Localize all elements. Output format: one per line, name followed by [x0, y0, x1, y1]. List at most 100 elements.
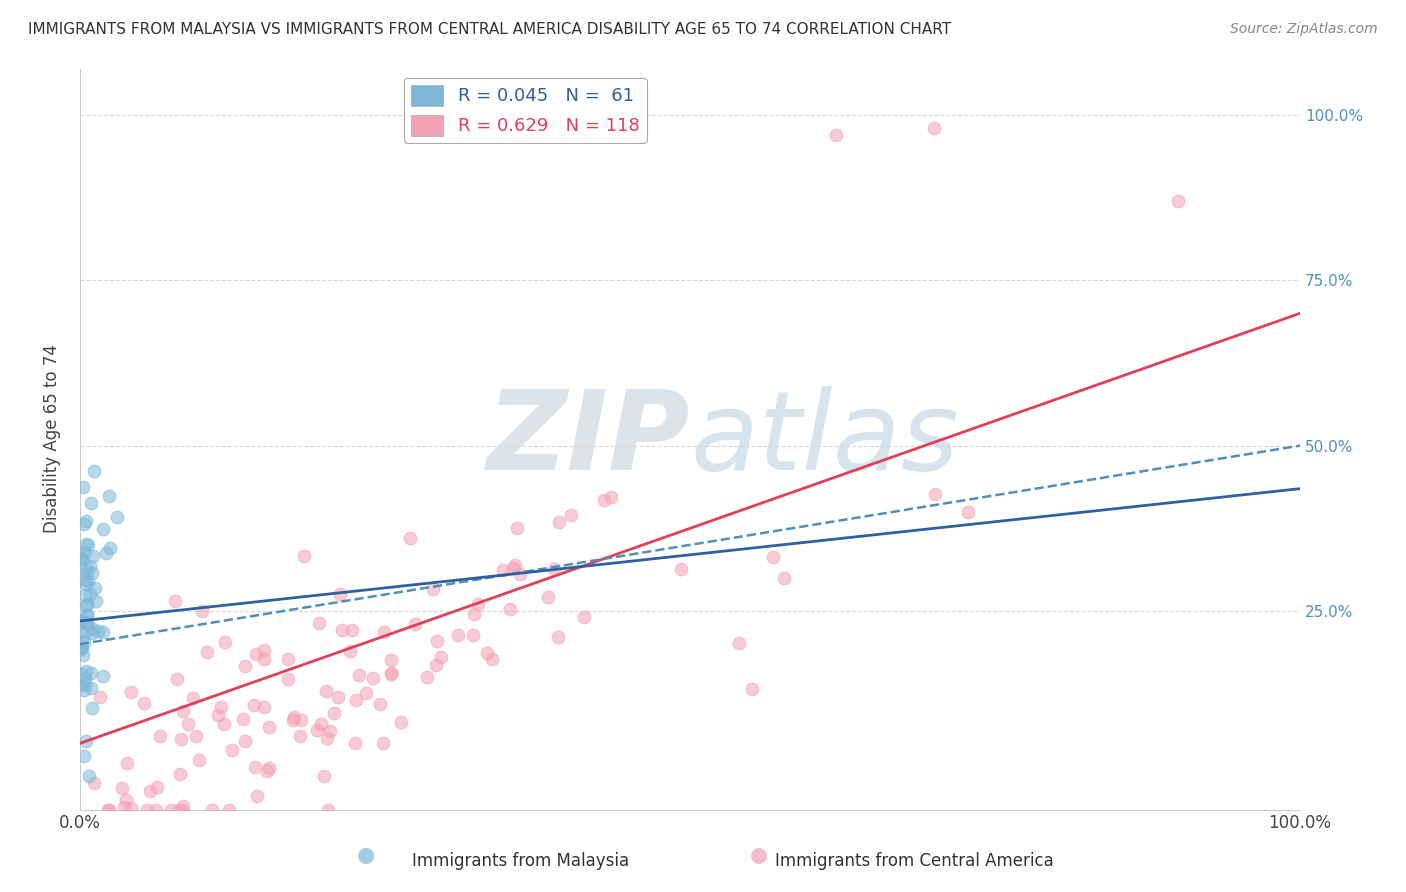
- Point: [259, 761, 281, 775]
- Point: [461, 627, 484, 641]
- Point: [380, 667, 402, 681]
- Point: [277, 651, 299, 665]
- Point: [75, 589, 97, 603]
- Point: [344, 693, 367, 707]
- Point: [166, 672, 188, 686]
- Point: [340, 623, 363, 637]
- Point: [356, 686, 378, 700]
- Point: [373, 736, 395, 750]
- Point: [329, 587, 352, 601]
- Point: [277, 672, 299, 686]
- Point: [72, 682, 94, 697]
- Point: [172, 704, 194, 718]
- Point: [79, 587, 101, 601]
- Point: [281, 714, 304, 728]
- Point: [214, 635, 236, 649]
- Point: [309, 717, 332, 731]
- Point: [110, 781, 132, 796]
- Point: [70, 550, 93, 565]
- Point: [149, 729, 172, 743]
- Point: [75, 515, 97, 529]
- Point: [315, 683, 337, 698]
- Point: [243, 698, 266, 712]
- Point: [82, 549, 104, 563]
- Point: [1167, 194, 1189, 208]
- Point: [80, 626, 103, 640]
- Point: [332, 623, 354, 637]
- Point: [139, 783, 162, 797]
- Point: [184, 729, 207, 743]
- Point: [924, 486, 946, 500]
- Point: [97, 803, 120, 817]
- Point: [404, 616, 426, 631]
- Point: [83, 775, 105, 789]
- Point: [73, 749, 96, 764]
- Point: [425, 658, 447, 673]
- Point: [177, 717, 200, 731]
- Point: [76, 566, 98, 580]
- Point: [209, 700, 232, 714]
- Point: [86, 624, 108, 639]
- Text: Source: ZipAtlas.com: Source: ZipAtlas.com: [1230, 22, 1378, 37]
- Point: [134, 696, 156, 710]
- Point: [509, 566, 531, 581]
- Point: [503, 558, 526, 572]
- Point: [214, 716, 236, 731]
- Point: [380, 653, 402, 667]
- Point: [165, 594, 187, 608]
- Point: [82, 622, 104, 636]
- Point: [145, 803, 167, 817]
- Point: [253, 699, 276, 714]
- Point: [70, 614, 93, 628]
- Point: [172, 803, 194, 817]
- Point: [72, 553, 94, 567]
- Point: [207, 707, 229, 722]
- Point: [416, 670, 439, 684]
- Point: [253, 652, 276, 666]
- Point: [825, 128, 848, 142]
- Point: [77, 769, 100, 783]
- Point: [283, 710, 305, 724]
- Point: [499, 601, 522, 615]
- Point: [84, 593, 107, 607]
- Point: [316, 803, 339, 817]
- Point: [83, 582, 105, 596]
- Point: [69, 625, 91, 640]
- Point: [76, 608, 98, 623]
- Point: [75, 573, 97, 587]
- Point: [316, 731, 339, 745]
- Text: IMMIGRANTS FROM MALAYSIA VS IMMIGRANTS FROM CENTRAL AMERICA DISABILITY AGE 65 TO: IMMIGRANTS FROM MALAYSIA VS IMMIGRANTS F…: [28, 22, 952, 37]
- Point: [492, 563, 515, 577]
- Point: [422, 582, 444, 597]
- Point: [80, 681, 103, 696]
- Point: [368, 697, 391, 711]
- Point: [75, 577, 97, 591]
- Point: [380, 665, 402, 680]
- Point: [956, 505, 979, 519]
- Point: [245, 647, 267, 661]
- Point: [75, 537, 97, 551]
- Point: [181, 690, 204, 705]
- Point: [312, 769, 335, 783]
- Point: [76, 617, 98, 632]
- Point: [72, 648, 94, 662]
- Point: [159, 803, 181, 817]
- Point: [481, 652, 503, 666]
- Point: [233, 734, 256, 748]
- Point: [80, 665, 103, 680]
- Point: [308, 616, 330, 631]
- Point: [560, 508, 582, 522]
- Point: [75, 545, 97, 559]
- Point: [463, 607, 485, 622]
- Point: [69, 642, 91, 657]
- Point: [343, 736, 366, 750]
- Point: [773, 571, 796, 585]
- Point: [72, 567, 94, 582]
- Point: [600, 490, 623, 504]
- Point: [253, 643, 276, 657]
- Point: [191, 604, 214, 618]
- Point: [339, 643, 361, 657]
- Point: [120, 684, 142, 698]
- Point: [73, 517, 96, 532]
- Point: [245, 760, 267, 774]
